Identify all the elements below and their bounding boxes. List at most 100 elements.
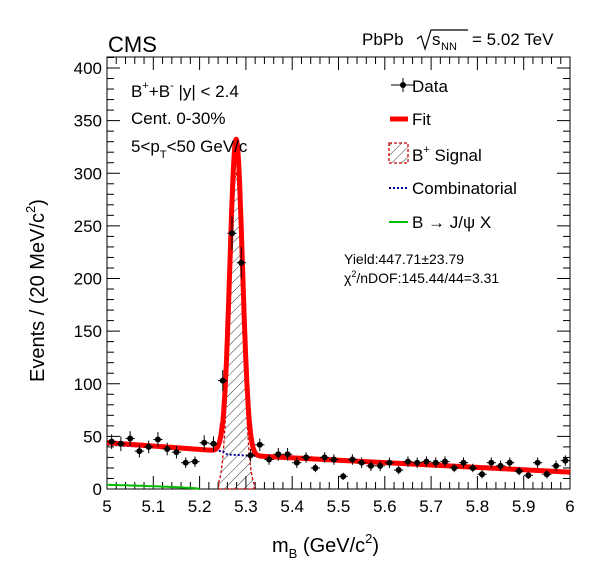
data-point (347, 454, 358, 465)
data-points (107, 216, 570, 481)
data-point-marker (497, 462, 504, 469)
data-point (458, 457, 469, 468)
data-point (227, 216, 237, 251)
data-point (310, 463, 320, 473)
x-tick-label: 5.5 (327, 497, 351, 516)
jpsi-component (106, 483, 200, 490)
data-point (384, 457, 395, 468)
selection-line-2: Cent. 0-30% (131, 109, 226, 128)
data-point-marker (303, 454, 310, 461)
data-point (431, 457, 441, 468)
data-point (505, 457, 515, 468)
data-point-marker (414, 459, 421, 466)
x-tick-label: 5.8 (466, 497, 490, 516)
data-point-marker (312, 464, 319, 471)
data-point-marker (506, 459, 513, 466)
data-point-marker (386, 459, 393, 466)
data-point-marker (404, 458, 411, 465)
data-point-marker (108, 438, 115, 445)
data-point (495, 460, 506, 472)
data-point-marker (330, 456, 337, 463)
data-point (477, 470, 487, 479)
data-point (551, 460, 561, 472)
legend-jpsi-label: B → J/ψ X (412, 213, 491, 232)
data-point-marker (256, 441, 263, 448)
signal-component (217, 171, 255, 490)
data-point (421, 456, 432, 467)
data-point-marker (201, 439, 208, 446)
data-point (171, 445, 182, 459)
data-point-marker (321, 454, 328, 461)
y-tick-label: 400 (74, 59, 102, 78)
legend-combinatorial-label: Combinatorial (412, 179, 517, 198)
x-tick-label: 5.4 (280, 497, 304, 516)
data-point (319, 452, 330, 463)
data-point (468, 463, 478, 473)
data-point (264, 454, 274, 465)
svg-text:mB (GeV/c2): mB (GeV/c2) (272, 531, 379, 561)
data-point (144, 440, 154, 454)
data-point (449, 463, 459, 473)
svg-text:Events / (20 MeV/c2): Events / (20 MeV/c2) (23, 199, 49, 382)
data-point-marker (136, 448, 143, 455)
x-tick-label: 5.2 (188, 497, 212, 516)
data-point-marker (127, 435, 134, 442)
signal-area (217, 171, 255, 490)
legend-signal-label: B+ Signal (412, 144, 482, 165)
data-point (486, 457, 496, 468)
data-point (199, 435, 209, 451)
x-axis-title-var: m (272, 535, 289, 557)
data-point-marker (154, 436, 161, 443)
energy-value: = 5.02 TeV (472, 30, 554, 49)
x-axis-title-sub: B (289, 546, 298, 561)
data-point (412, 457, 422, 468)
data-point (514, 466, 524, 476)
data-point-marker (284, 451, 291, 458)
data-point (338, 472, 348, 481)
selection-line-3: 5<pT<50 GeV/c (131, 137, 248, 161)
data-point (107, 434, 117, 450)
y-axis: 0 50 100 150 200 250 300 350 400 (74, 56, 570, 499)
y-axis-title-main: Events / (20 MeV/c (27, 213, 49, 382)
data-point (190, 456, 200, 467)
legend: Data Fit B+ Signal Combinatorial B → J/ψ… (388, 77, 517, 232)
data-point-marker (117, 440, 124, 447)
data-point-marker (488, 459, 495, 466)
data-point-marker (525, 472, 532, 479)
data-point-marker (247, 452, 254, 459)
data-point (560, 455, 570, 466)
data-point (116, 436, 126, 452)
data-point-marker (266, 456, 273, 463)
data-point (301, 452, 311, 463)
data-point (255, 438, 265, 452)
legend-fit-label: Fit (412, 110, 431, 129)
data-point (292, 457, 302, 468)
fit-curve (105, 136, 572, 475)
sqrt-s-symbol: s (432, 30, 441, 49)
data-point-marker (441, 458, 448, 465)
data-point-marker (516, 468, 523, 475)
data-point-marker (479, 471, 486, 478)
y-tick-label: 300 (74, 164, 102, 183)
y-tick-label: 100 (74, 375, 102, 394)
data-point-marker (229, 230, 236, 237)
data-point-marker (238, 259, 245, 266)
y-axis-title-sup: 2 (23, 206, 38, 213)
y-tick-label: 200 (74, 270, 102, 289)
data-point (273, 447, 283, 461)
data-point-marker (469, 464, 476, 471)
data-point-marker (553, 462, 560, 469)
yield-text: Yield:447.71±23.79 (344, 251, 464, 267)
data-point-marker (367, 462, 374, 469)
data-point-marker (219, 377, 226, 384)
sqrt-s-subscript: NN (441, 41, 457, 53)
legend-data-label: Data (412, 77, 448, 96)
collision-system: PbPb (362, 30, 404, 49)
data-point (162, 442, 172, 456)
data-point (532, 457, 543, 468)
y-tick-label: 350 (74, 112, 102, 131)
y-tick-label: 0 (93, 480, 102, 499)
jpsi-curve (106, 483, 200, 490)
data-point-marker (182, 459, 189, 466)
data-point-marker (173, 449, 180, 456)
